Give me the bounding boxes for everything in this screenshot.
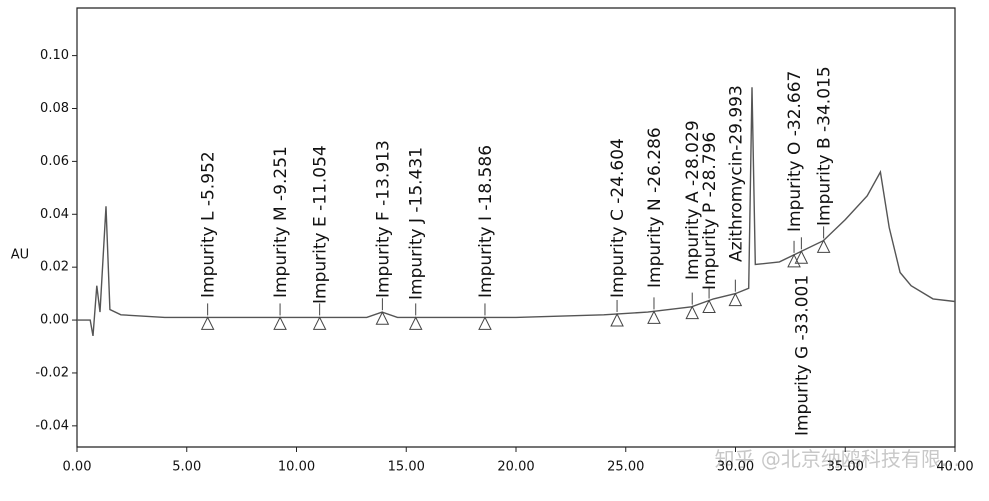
x-tick-label: 20.00 [497, 460, 534, 475]
peak-marker [273, 316, 287, 330]
x-tick-label: 5.00 [172, 460, 201, 475]
peak-label: Impurity E -11.054 [311, 145, 331, 304]
peak-label: Impurity O -32.667 [785, 71, 805, 232]
x-tick-label: 30.00 [717, 460, 754, 475]
peak-marker [312, 316, 327, 330]
peak-label: Impurity F -13.913 [373, 140, 393, 298]
peak-label: Impurity G -33.001 [792, 275, 812, 436]
y-axis-label: AU [11, 248, 29, 263]
peak-label: Impurity A -28.029 [683, 120, 703, 280]
y-tick-label: -0.02 [35, 365, 69, 380]
peak-marker [478, 316, 492, 330]
x-tick-label: 10.00 [278, 460, 315, 475]
peak-marker [200, 316, 215, 330]
x-tick-label: 40.00 [936, 460, 973, 475]
peak-label: Impurity J -15.431 [407, 147, 427, 300]
peak-marker [816, 239, 831, 253]
peak-marker [685, 305, 700, 320]
x-tick-label: 35.00 [827, 460, 864, 475]
peak-marker [375, 311, 390, 325]
peak-marker [408, 316, 423, 330]
y-tick-label: 0.06 [40, 154, 69, 169]
peak-label: Impurity L -5.952 [199, 151, 219, 298]
y-tick-label: 0.00 [40, 313, 69, 328]
y-tick-label: 0.04 [40, 207, 69, 222]
peak-label: Azithromycin-29.993 [726, 85, 746, 262]
peak-label: Impurity I -18.586 [476, 145, 496, 298]
peak-marker [647, 310, 661, 324]
peak-marker [794, 250, 809, 264]
peak-marker [610, 312, 624, 327]
y-tick-label: 0.10 [40, 48, 69, 63]
peak-marker [702, 299, 716, 314]
x-tick-label: 0.00 [63, 460, 92, 475]
peak-marker [728, 292, 743, 307]
peak-label: Impurity C -24.604 [608, 138, 628, 298]
watermark: 知乎 @北京纳鸥科技有限... [715, 447, 960, 471]
peak-label: Impurity B -34.015 [815, 66, 835, 226]
y-tick-label: 0.08 [40, 101, 69, 116]
x-tick-label: 25.00 [607, 460, 644, 475]
peak-label: Impurity M -9.251 [271, 146, 291, 298]
y-tick-label: -0.04 [35, 418, 69, 433]
trace [77, 87, 956, 337]
peak-label: Impurity P -28.796 [700, 132, 720, 290]
x-tick-label: 15.00 [388, 460, 425, 475]
y-tick-label: 0.02 [40, 260, 69, 275]
peak-label: Impurity N -26.286 [645, 127, 665, 288]
